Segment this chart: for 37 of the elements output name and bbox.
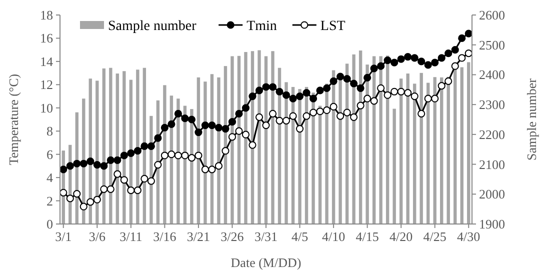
y-tick-label: 18 [40,8,53,22]
x-tick-label: 4/10 [322,229,346,244]
y-tick-label: 2 [46,193,53,208]
legend-label: LST [320,19,346,34]
x-tick-label: 3/31 [254,229,278,244]
legend-label: Sample number [108,19,197,34]
y-axis-title: Temperature (°C) [6,74,21,166]
y2-tick-label: 2400 [479,67,505,82]
y-tick-label: 12 [40,77,53,92]
x-tick-label: 3/16 [153,229,177,244]
y-tick-label: 0 [46,216,53,232]
x-axis-title: Date (M/DD) [230,255,302,270]
y2-tick-label: 2000 [479,186,505,202]
x-tick-label: 3/11 [120,229,142,244]
x-tick-label: 3/26 [220,229,244,244]
y2-tick-label: 2100 [479,156,505,172]
y-tick-label: 14 [40,54,54,69]
x-tick-label: 4/20 [390,229,413,244]
y2-tick-label: 2200 [479,126,505,142]
x-tick-label: 4/25 [423,229,446,244]
x-tick-label: 3/6 [88,229,106,244]
y-tick-label: 4 [46,170,54,186]
y2-tick-label: 1900 [479,216,505,232]
y2-tick-label: 2300 [479,97,505,112]
y-tick-label: 10 [40,100,53,116]
y2-axis-title: Sample number [524,78,539,160]
y-tick-label: 16 [40,30,54,46]
x-tick-label: 3/1 [55,229,72,244]
y-tick-label: 6 [46,146,54,162]
x-tick-label: 4/5 [291,229,308,244]
x-tick-label: 4/15 [356,229,379,244]
legend-label: Tmin [246,19,277,34]
y-tick-label: 8 [46,124,53,139]
x-tick-label: 3/21 [186,229,210,244]
y2-tick-label: 2500 [479,37,505,52]
y2-tick-label: 2600 [479,8,505,22]
x-tick-label: 4/30 [457,229,480,244]
